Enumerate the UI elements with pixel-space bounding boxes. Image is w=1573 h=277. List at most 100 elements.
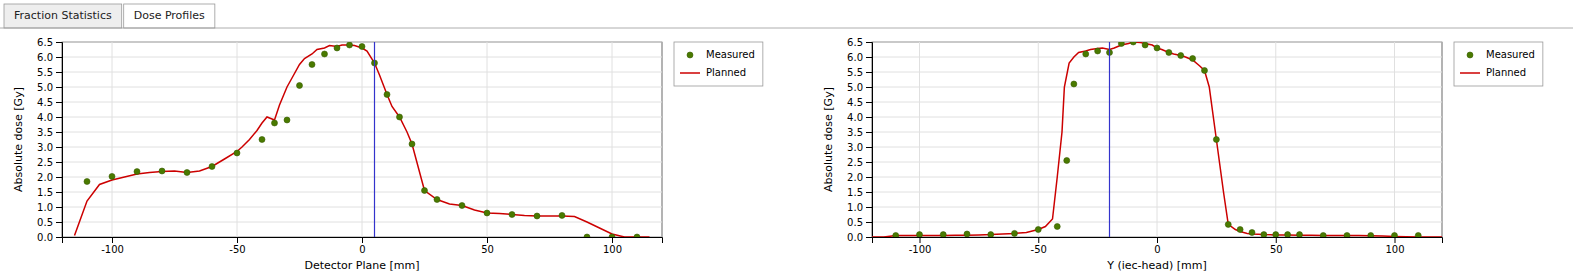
tab-box[interactable] [124,4,215,28]
legend-box [674,42,763,86]
tick: 1.5 [37,187,62,198]
tick-mark [612,237,613,243]
tick-label: 5.0 [37,82,53,93]
tick: 2.5 [37,157,62,168]
data-point [1035,227,1041,233]
data-point [1213,137,1219,143]
grid-line [62,177,662,178]
data-point [1415,233,1421,237]
chart: -100-500501000.00.51.01.52.02.53.03.54.0… [12,37,763,272]
series-line [872,42,1442,237]
data-point [964,231,970,237]
grid-line [62,72,662,73]
legend-label: Planned [706,67,746,78]
legend-item: Planned [1460,67,1526,78]
data-point [609,234,615,237]
data-point [1142,42,1148,48]
tick: 1.0 [37,202,62,213]
tick-mark [866,147,872,148]
tab[interactable]: Dose Profiles [124,4,215,28]
tick-mark [866,117,872,118]
tick: 0 [1154,237,1160,255]
data-point [109,173,115,179]
tick: 2.5 [847,157,872,168]
tick: 0.0 [37,232,62,243]
tick-label: 3.5 [847,127,863,138]
data-point [1071,81,1077,87]
tick-label: -100 [909,244,932,255]
data-point [1166,50,1172,56]
grid-line [62,102,662,103]
tab-separator [0,28,1573,29]
tick-label: 0.5 [37,217,53,228]
plot-frame [872,42,1442,237]
tick-label: 2.5 [37,157,53,168]
tick-mark [866,42,872,43]
data-point [347,42,353,48]
chart: -100-500501000.00.51.01.52.02.53.03.54.0… [822,37,1543,272]
data-point [434,197,440,203]
tick-label: 4.5 [37,97,53,108]
tick-mark [866,177,872,178]
axis-line [63,238,663,244]
tick: 4.0 [847,112,872,123]
tick-label: 2.5 [847,157,863,168]
grid-line [872,162,1442,163]
grid-line [62,57,662,58]
tick: 2.0 [37,172,62,183]
tick: 1.5 [847,187,872,198]
grid-line [62,117,662,118]
tick-mark [56,117,62,118]
data-point [893,233,899,237]
tick-label: 1.5 [847,187,863,198]
tick-label: 6.0 [847,52,863,63]
tick: -50 [229,237,245,255]
y-axis: 0.00.51.01.52.02.53.03.54.04.55.05.56.06… [847,37,872,243]
data-point [1285,232,1291,237]
tab-label[interactable]: Dose Profiles [134,9,205,22]
tick-label: -50 [229,244,245,255]
tick: 100 [603,237,622,255]
tab-label[interactable]: Fraction Statistics [14,9,112,22]
data-point [409,141,415,147]
tick-mark [56,57,62,58]
tick: 5.0 [37,82,62,93]
plot-frame [62,42,662,237]
data-point [1118,42,1124,46]
tick: 3.0 [37,142,62,153]
tab-bar: Fraction Statistics Dose Profiles [0,4,1573,28]
grid-line [62,147,662,148]
data-point [1012,230,1018,236]
grid-line [62,207,662,208]
tick-mark [56,207,62,208]
tick-label: 4.0 [847,112,863,123]
plot-area [75,42,650,237]
data-point [284,117,290,123]
tick-label: 50 [1270,244,1283,255]
x-axis: -100-50050100 [873,237,1443,255]
grid-line [919,42,920,237]
tab-box[interactable] [4,4,122,28]
legend-item: Measured [1467,49,1535,60]
tick: 3.5 [847,127,872,138]
data-point [334,45,340,51]
data-point [1297,232,1303,237]
tick-label: 6.0 [37,52,53,63]
data-point [1064,158,1070,164]
grid-line [872,192,1442,193]
data-point [534,213,540,219]
tick-label: 2.0 [847,172,863,183]
tick: 4.5 [37,97,62,108]
data-point [384,92,390,98]
plot-area [872,42,1442,237]
grid-line [62,42,662,43]
grid-line [872,207,1442,208]
tick: 5.5 [847,67,872,78]
reference-line [374,42,375,237]
tick-label: 4.5 [847,97,863,108]
tab[interactable]: Fraction Statistics [4,4,122,28]
tick-label: 3.5 [37,127,53,138]
x-axis-title: Detector Plane [mm] [304,259,419,272]
tick-mark [56,192,62,193]
grid-line [872,57,1442,58]
